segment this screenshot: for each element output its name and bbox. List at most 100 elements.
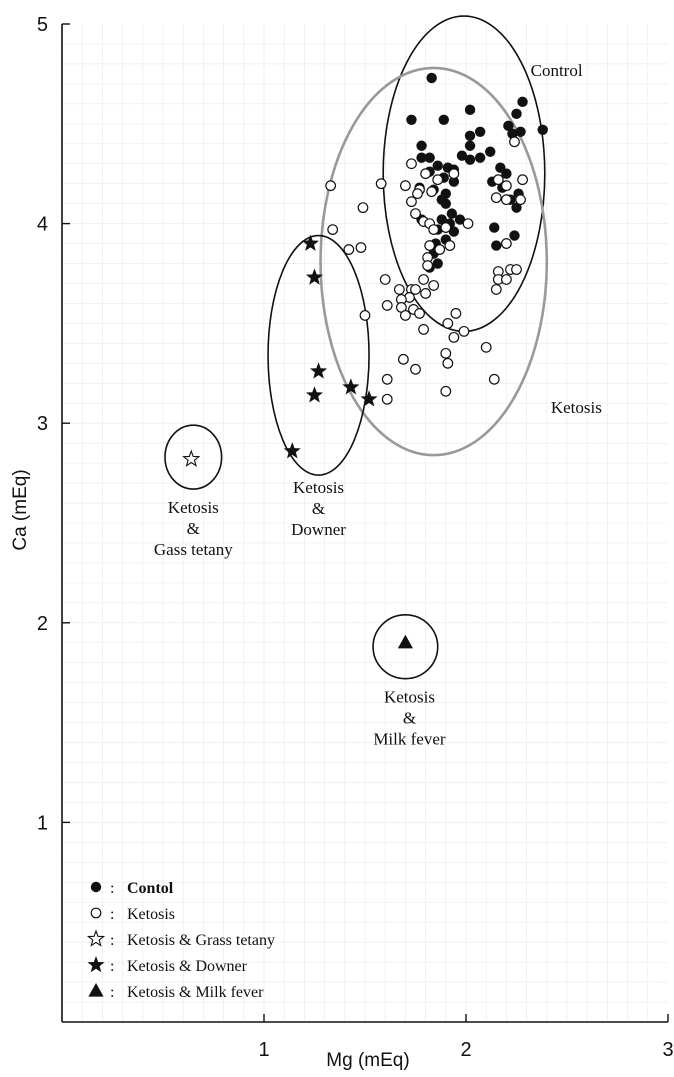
group-label-line: Gass tetany xyxy=(154,540,233,559)
data-point xyxy=(400,310,411,321)
data-point xyxy=(501,274,512,285)
data-point xyxy=(490,192,502,204)
legend-label: Ketosis & Milk fever xyxy=(127,984,264,1001)
data-point xyxy=(309,362,328,379)
data-point xyxy=(501,194,512,206)
x-axis-label: Mg (mEq) xyxy=(326,1050,409,1071)
group-label: Control xyxy=(531,61,583,80)
data-point xyxy=(488,373,500,385)
group-ellipse xyxy=(267,234,370,476)
data-point xyxy=(359,310,371,321)
legend-separator: : xyxy=(110,932,114,949)
data-point xyxy=(490,284,502,295)
data-point xyxy=(418,274,429,285)
data-point xyxy=(511,108,522,120)
data-point xyxy=(448,168,460,180)
y-tick-label: 2 xyxy=(37,613,48,635)
data-point xyxy=(400,180,411,192)
data-point xyxy=(414,308,425,319)
data-point xyxy=(397,353,409,365)
data-point xyxy=(462,218,474,230)
data-point xyxy=(406,196,417,208)
data-point xyxy=(420,168,432,180)
data-point xyxy=(515,126,526,137)
data-point xyxy=(440,222,452,233)
legend-label: Ketosis xyxy=(127,906,175,923)
data-point xyxy=(428,280,440,291)
data-point xyxy=(325,180,337,192)
group-label-line: & xyxy=(312,499,325,518)
data-point xyxy=(375,178,387,190)
data-point xyxy=(450,308,462,319)
data-point xyxy=(422,260,434,271)
data-point xyxy=(444,240,456,251)
data-point xyxy=(432,258,443,269)
data-point xyxy=(492,174,504,186)
data-point xyxy=(420,288,432,299)
data-point xyxy=(456,150,468,161)
data-point xyxy=(424,240,436,251)
group-label-line: Ketosis xyxy=(384,688,435,707)
x-tick-label: 2 xyxy=(460,1039,471,1061)
data-point xyxy=(327,224,339,235)
group-label-line: Milk fever xyxy=(373,730,446,749)
data-point xyxy=(410,363,421,375)
data-point xyxy=(428,224,440,235)
legend-marker xyxy=(86,929,106,947)
legend-label: Ketosis & Grass tetany xyxy=(127,932,275,949)
group-label: Ketosis & Gass tetany xyxy=(154,498,233,559)
legend-label: Ketosis & Downer xyxy=(127,958,248,975)
data-point xyxy=(503,120,514,131)
group-label-line: Ketosis xyxy=(551,398,602,417)
legend-label: Contol xyxy=(127,880,174,897)
data-point xyxy=(509,136,520,148)
data-point xyxy=(434,244,446,255)
group-labels: Control Ketosis Ketosis & Downer Ketosis & Gass… xyxy=(154,61,602,749)
data-point xyxy=(397,634,413,649)
data-point xyxy=(432,174,444,186)
data-point xyxy=(424,152,435,163)
data-point xyxy=(491,240,502,251)
data-point xyxy=(432,160,443,171)
group-label-line: & xyxy=(403,709,416,728)
data-point xyxy=(301,234,320,251)
data-point xyxy=(501,238,512,249)
data-point xyxy=(446,208,458,219)
data-point xyxy=(381,393,393,405)
data-point xyxy=(501,168,512,179)
axes: 1 2 3 1 2 3 4 5 xyxy=(37,14,674,1061)
group-ellipse xyxy=(372,614,439,680)
group-label-line: Ketosis xyxy=(168,498,219,517)
x-tick-label: 3 xyxy=(662,1039,673,1061)
group-label: Ketosis & Milk fever xyxy=(373,688,446,749)
data-point xyxy=(442,357,454,369)
legend-separator: : xyxy=(110,984,114,1001)
data-point xyxy=(489,222,500,233)
data-point xyxy=(458,325,470,337)
data-point xyxy=(464,140,476,151)
group-label-line: Downer xyxy=(291,520,346,539)
data-point xyxy=(464,154,476,165)
data-point xyxy=(464,130,476,141)
legend-marker xyxy=(90,907,102,919)
group-ellipse xyxy=(382,15,546,333)
data-point xyxy=(509,230,520,241)
data-point xyxy=(393,284,405,295)
data-point xyxy=(438,114,449,126)
legend-marker xyxy=(87,956,105,973)
y-tick-label: 1 xyxy=(37,812,48,834)
data-point xyxy=(507,128,518,139)
y-tick-label: 4 xyxy=(37,214,48,236)
data-point xyxy=(283,442,301,459)
legend-marker xyxy=(88,983,104,997)
data-point xyxy=(416,140,427,151)
data-point xyxy=(515,194,526,206)
data-point xyxy=(464,104,476,116)
data-point xyxy=(454,214,466,225)
data-point xyxy=(379,274,391,285)
data-point xyxy=(410,208,421,220)
data-point xyxy=(360,390,378,407)
data-point xyxy=(406,158,417,170)
data-point xyxy=(480,341,492,353)
